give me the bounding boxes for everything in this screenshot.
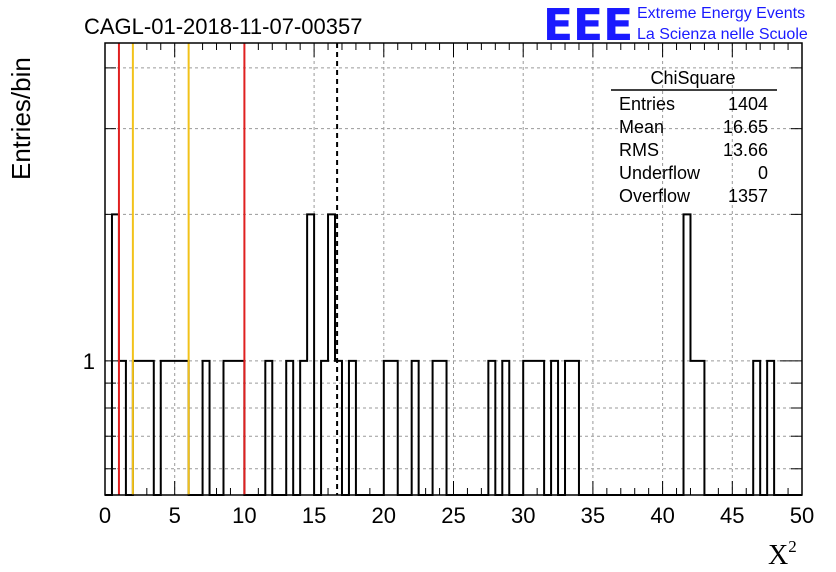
x-tick-label: 20 — [372, 503, 396, 528]
histogram-bin — [433, 361, 440, 495]
histogram-bin — [488, 361, 495, 495]
x-tick-label: 30 — [511, 503, 535, 528]
histogram-bin — [307, 214, 314, 495]
stats-label: Entries — [619, 94, 675, 114]
chart-title: CAGL-01-2018-11-07-00357 — [84, 14, 362, 39]
histogram-bin — [502, 361, 509, 495]
stats-title: ChiSquare — [650, 68, 735, 88]
x-tick-label: 50 — [790, 503, 814, 528]
plot-frame — [104, 42, 803, 496]
histogram-bin — [300, 361, 307, 495]
x-tick-label: 45 — [720, 503, 744, 528]
histogram-bin — [168, 361, 175, 495]
histogram-bin — [112, 214, 119, 495]
x-tick-label: 0 — [99, 503, 111, 528]
histogram-bin — [140, 361, 147, 495]
x-tick-label: 10 — [232, 503, 256, 528]
stats-value: 16.65 — [723, 117, 768, 137]
stats-box: ChiSquare Entries 1404 Mean 16.65 RMS 13.66 Un… — [611, 68, 777, 206]
x-tick-label: 40 — [650, 503, 674, 528]
stats-value: 13.66 — [723, 140, 768, 160]
histogram-bin — [133, 361, 140, 495]
histogram-bin — [767, 361, 774, 495]
histogram-bin — [537, 361, 544, 495]
histogram-bin — [237, 361, 244, 495]
logo-line-1: Extreme Energy Events — [637, 5, 805, 22]
x-tick-label: 25 — [441, 503, 465, 528]
histogram-bin — [349, 361, 356, 495]
y-tick-label: 1 — [83, 349, 95, 374]
grid — [105, 43, 802, 495]
stats-label: Mean — [619, 117, 664, 137]
histogram-bin — [523, 361, 530, 495]
x-axis-label: X2 — [768, 537, 797, 571]
histogram-bin — [391, 361, 398, 495]
histogram-bin — [175, 361, 182, 495]
x-axis-label-sup: 2 — [788, 537, 797, 556]
histogram-bin — [551, 361, 558, 495]
reference-lines — [117, 43, 339, 495]
y-tick-labels: 1 — [83, 349, 95, 374]
histogram-bin — [182, 361, 189, 495]
histogram-bin — [440, 361, 447, 495]
logo: EEE Extreme Energy Events La Scienza nel… — [543, 0, 808, 51]
x-axis-label-base: X — [768, 540, 788, 571]
stats-label: Underflow — [619, 163, 701, 183]
histogram-bin — [147, 361, 154, 495]
histogram-bin — [119, 361, 126, 495]
x-tick-label: 35 — [581, 503, 605, 528]
histogram-bin — [328, 214, 335, 495]
x-tick-label: 15 — [302, 503, 326, 528]
histogram-bin — [384, 361, 391, 495]
histogram-bin — [530, 361, 537, 495]
histogram-bin — [412, 361, 419, 495]
histogram-bin — [697, 361, 704, 495]
histogram-bin — [753, 361, 760, 495]
y-axis-label: Entries/bin — [6, 57, 36, 180]
histogram-bin — [335, 361, 342, 495]
stats-label: RMS — [619, 140, 659, 160]
stats-value: 0 — [758, 163, 768, 183]
stats-value: 1357 — [728, 186, 768, 206]
histogram-bin — [230, 361, 237, 495]
histogram-bin — [203, 361, 210, 495]
stats-label: Overflow — [619, 186, 691, 206]
histogram-bin — [161, 361, 168, 495]
stats-value: 1404 — [728, 94, 768, 114]
histogram-bin — [265, 361, 272, 495]
histogram-bin — [321, 361, 328, 495]
x-tick-label: 5 — [169, 503, 181, 528]
histogram-bin — [223, 361, 230, 495]
histogram-bin — [565, 361, 572, 495]
histogram-bin — [684, 214, 691, 495]
histogram-bin — [572, 361, 579, 495]
histogram-bin — [286, 361, 293, 495]
histogram-bin — [690, 361, 697, 495]
x-tick-labels: 0 5 10 15 20 25 30 35 40 45 50 — [99, 503, 814, 528]
logo-line-2: La Scienza nelle Scuole — [637, 26, 808, 43]
